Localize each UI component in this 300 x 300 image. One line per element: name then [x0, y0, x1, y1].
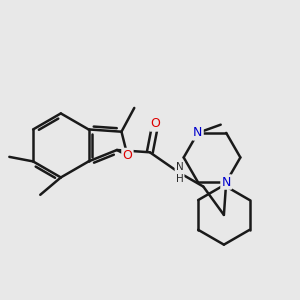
- Text: N: N: [193, 126, 203, 140]
- Text: N
H: N H: [176, 162, 183, 184]
- Text: O: O: [150, 117, 160, 130]
- Text: O: O: [122, 149, 132, 162]
- Text: N: N: [221, 176, 231, 188]
